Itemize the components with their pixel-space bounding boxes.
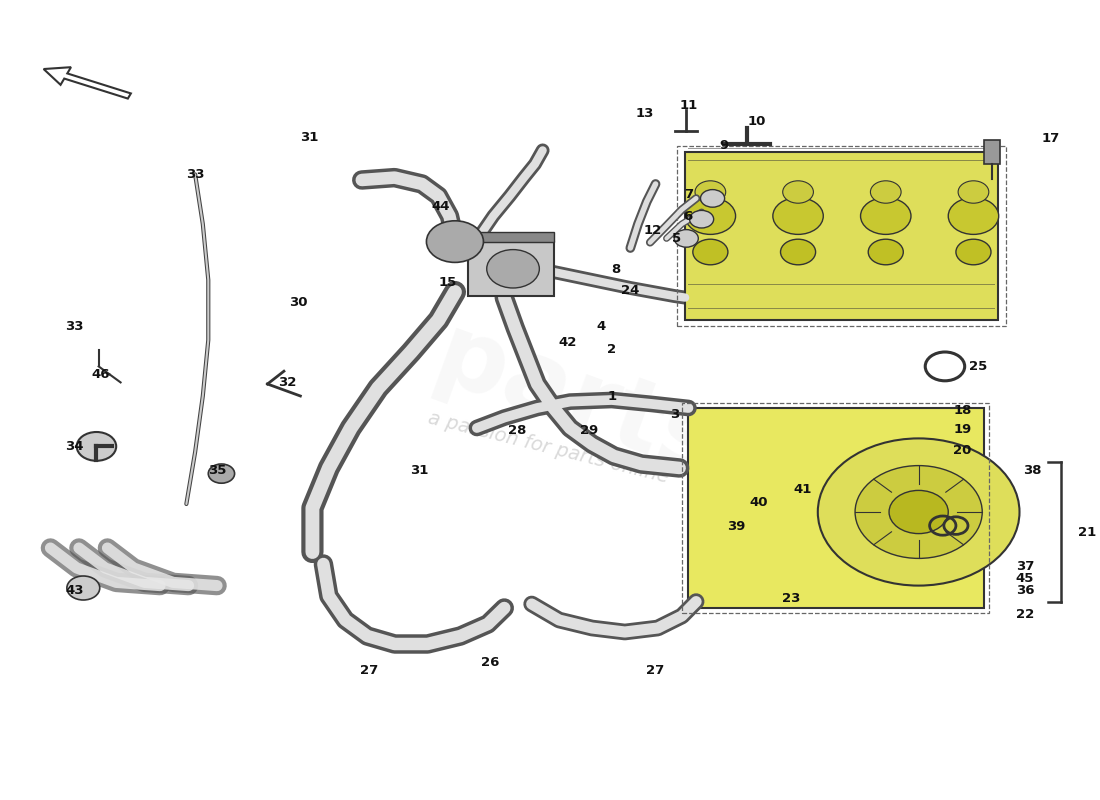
Text: 18: 18	[954, 404, 971, 417]
Text: 11: 11	[680, 99, 697, 112]
Circle shape	[693, 239, 728, 265]
Text: 23: 23	[782, 592, 801, 605]
Circle shape	[685, 198, 736, 234]
Text: 7: 7	[684, 188, 693, 201]
Circle shape	[860, 198, 911, 234]
Text: 13: 13	[636, 107, 653, 120]
Circle shape	[773, 198, 823, 234]
Bar	[689, 408, 984, 608]
Circle shape	[67, 576, 100, 600]
Bar	[469, 242, 553, 296]
Text: 2: 2	[607, 343, 616, 356]
Circle shape	[427, 221, 483, 262]
Circle shape	[958, 181, 989, 203]
Text: 37: 37	[1015, 560, 1034, 573]
Circle shape	[889, 490, 948, 534]
Text: 39: 39	[727, 520, 746, 533]
Text: 8: 8	[612, 263, 620, 276]
Text: 26: 26	[481, 656, 499, 669]
Text: partsinfo: partsinfo	[422, 306, 937, 574]
Circle shape	[855, 466, 982, 558]
Bar	[678, 146, 1006, 326]
Text: 19: 19	[954, 423, 971, 436]
Text: 40: 40	[749, 496, 768, 509]
Text: 3: 3	[670, 408, 679, 421]
Text: 10: 10	[747, 115, 766, 128]
Text: 17: 17	[1041, 132, 1059, 145]
Text: 4: 4	[596, 320, 605, 333]
Circle shape	[817, 438, 1020, 586]
Circle shape	[486, 250, 539, 288]
Bar	[682, 403, 989, 613]
Text: 20: 20	[954, 444, 971, 457]
Text: 33: 33	[186, 168, 205, 181]
Circle shape	[674, 230, 698, 247]
Text: 42: 42	[559, 336, 578, 349]
Text: 27: 27	[361, 664, 378, 677]
Circle shape	[781, 239, 815, 265]
Text: 22: 22	[1016, 608, 1034, 621]
Text: 31: 31	[409, 464, 428, 477]
Text: 9: 9	[719, 139, 728, 152]
Circle shape	[783, 181, 813, 203]
FancyArrow shape	[44, 67, 131, 98]
Text: 45: 45	[1015, 572, 1034, 585]
Text: 33: 33	[65, 320, 84, 333]
Circle shape	[701, 190, 725, 207]
Circle shape	[948, 198, 999, 234]
Text: 21: 21	[1078, 526, 1096, 538]
Circle shape	[870, 181, 901, 203]
Text: 28: 28	[508, 424, 527, 437]
Text: 46: 46	[91, 368, 110, 381]
Text: 6: 6	[683, 210, 692, 223]
Bar	[685, 152, 998, 320]
Text: 31: 31	[300, 131, 318, 144]
Bar	[984, 140, 1000, 164]
Text: 32: 32	[278, 376, 296, 389]
Text: a passion for parts online: a passion for parts online	[426, 409, 671, 487]
Text: 30: 30	[289, 296, 307, 309]
Bar	[469, 232, 553, 242]
Text: 35: 35	[208, 464, 227, 477]
Text: 29: 29	[580, 424, 597, 437]
Text: 44: 44	[431, 200, 450, 213]
Text: 12: 12	[644, 224, 661, 237]
Circle shape	[690, 210, 714, 228]
Text: 15: 15	[438, 276, 456, 289]
Circle shape	[77, 432, 117, 461]
Text: 25: 25	[969, 360, 987, 373]
Text: 38: 38	[1023, 464, 1042, 477]
Text: 24: 24	[621, 284, 639, 297]
Circle shape	[208, 464, 234, 483]
Text: 27: 27	[647, 664, 664, 677]
Text: 41: 41	[793, 483, 812, 496]
Text: 34: 34	[65, 440, 84, 453]
Text: 36: 36	[1015, 584, 1034, 597]
Circle shape	[956, 239, 991, 265]
Text: 43: 43	[65, 584, 84, 597]
Circle shape	[868, 239, 903, 265]
Text: 1: 1	[607, 390, 616, 402]
Text: 5: 5	[672, 232, 681, 245]
Circle shape	[695, 181, 726, 203]
